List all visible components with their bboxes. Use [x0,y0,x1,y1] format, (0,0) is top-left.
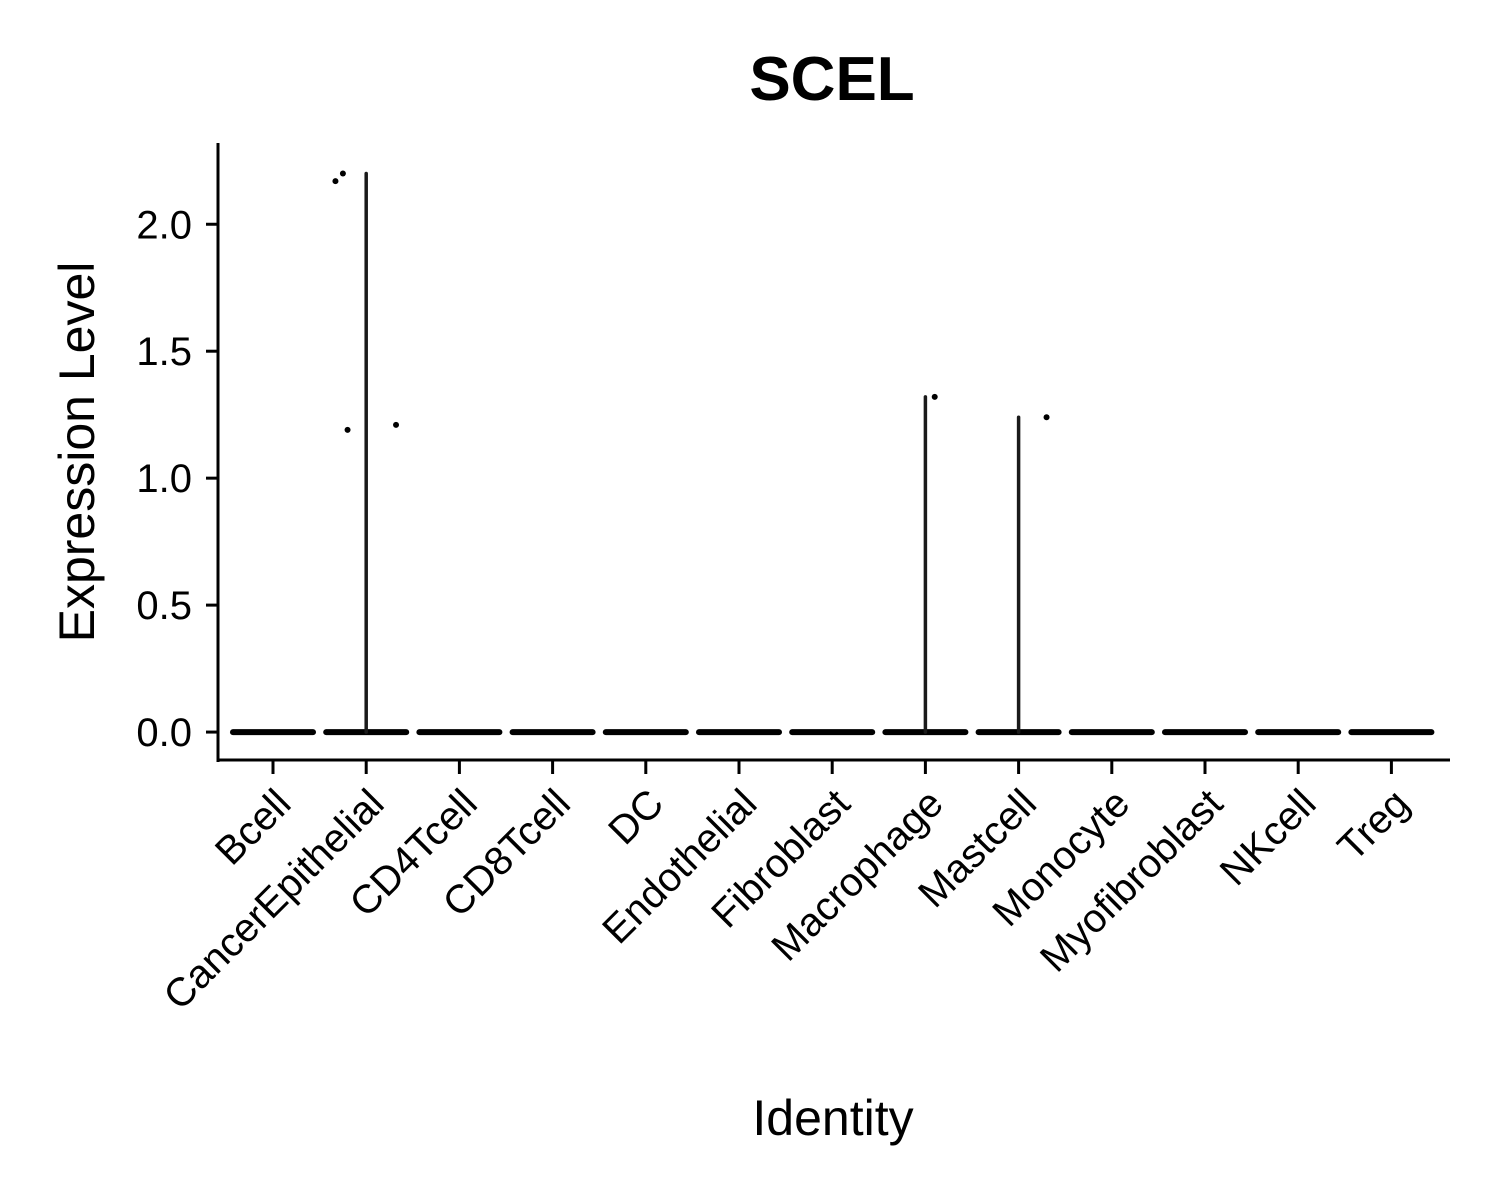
data-point [1043,414,1050,421]
x-tick-label: DC [600,781,672,853]
data-point [931,393,938,400]
x-tick-label: NKcell [1212,781,1325,894]
y-tick-label: 1.5 [136,330,192,374]
y-tick-label: 0.5 [136,584,192,628]
x-tick-label: Treg [1330,781,1418,869]
data-point [339,170,346,177]
plot-area [230,170,1435,736]
x-axis-title: Identity [752,1090,913,1146]
data-point [344,426,351,433]
y-axis-title: Expression Level [49,262,105,643]
y-tick-label: 2.0 [136,203,192,247]
data-point [332,178,339,185]
data-point [393,421,400,428]
chart-title: SCEL [749,45,914,114]
y-axis-ticks: 0.0 0.5 1.0 1.5 2.0 [136,203,218,755]
y-tick-label: 0.0 [136,711,192,755]
y-tick-label: 1.0 [136,457,192,501]
